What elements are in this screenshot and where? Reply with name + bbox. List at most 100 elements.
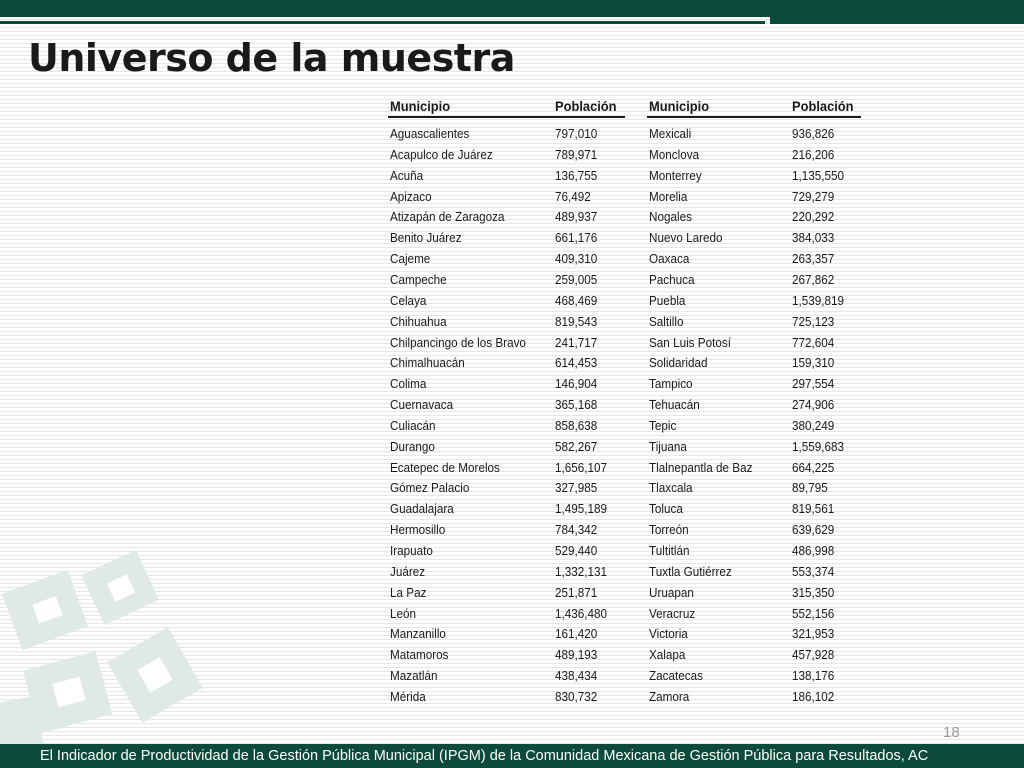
poblacion-cell: 315,350 bbox=[792, 585, 835, 600]
slide-title: Universo de la muestra bbox=[28, 36, 515, 80]
municipio-cell: Irapuato bbox=[390, 543, 433, 558]
poblacion-cell: 380,249 bbox=[792, 418, 835, 433]
poblacion-cell: 216,206 bbox=[792, 147, 835, 162]
municipio-cell: Veracruz bbox=[649, 606, 696, 621]
municipio-cell: Ecatepec de Morelos bbox=[390, 460, 500, 475]
poblacion-cell: 409,310 bbox=[555, 251, 598, 266]
municipio-cell: Saltillo bbox=[649, 314, 684, 329]
municipio-cell: Monclova bbox=[649, 147, 700, 162]
poblacion-cell: 830,732 bbox=[555, 689, 598, 704]
poblacion-cell: 936,826 bbox=[792, 126, 835, 141]
municipio-cell: Tampico bbox=[649, 376, 693, 391]
watermark-logo bbox=[0, 549, 203, 750]
municipio-cell: Guadalajara bbox=[390, 501, 454, 516]
header-municipio-1: Municipio bbox=[390, 98, 451, 114]
municipio-cell: Xalapa bbox=[649, 647, 686, 662]
municipio-cell: Durango bbox=[390, 439, 435, 454]
municipio-cell: León bbox=[390, 606, 417, 621]
municipio-cell: Mazatlán bbox=[390, 668, 438, 683]
poblacion-cell: 220,292 bbox=[792, 209, 835, 224]
poblacion-cell: 297,554 bbox=[792, 376, 835, 391]
municipio-cell: Zacatecas bbox=[649, 668, 703, 683]
poblacion-cell: 259,005 bbox=[555, 272, 598, 287]
poblacion-cell: 552,156 bbox=[792, 606, 835, 621]
poblacion-cell: 76,492 bbox=[555, 189, 591, 204]
poblacion-cell: 438,434 bbox=[555, 668, 598, 683]
poblacion-cell: 1,436,480 bbox=[555, 606, 608, 621]
poblacion-cell: 784,342 bbox=[555, 522, 598, 537]
header-rule-right bbox=[647, 116, 861, 118]
poblacion-cell: 729,279 bbox=[792, 189, 835, 204]
poblacion-cell: 251,871 bbox=[555, 585, 598, 600]
municipio-cell: Nogales bbox=[649, 209, 692, 224]
municipio-cell: Manzanillo bbox=[390, 626, 446, 641]
poblacion-cell: 553,374 bbox=[792, 564, 835, 579]
municipio-cell: Toluca bbox=[649, 501, 683, 516]
municipio-cell: Acapulco de Juárez bbox=[390, 147, 493, 162]
header-municipio-2: Municipio bbox=[649, 98, 710, 114]
municipio-cell: Oaxaca bbox=[649, 251, 690, 266]
municipio-cell: Tuxtla Gutiérrez bbox=[649, 564, 732, 579]
poblacion-cell: 486,998 bbox=[792, 543, 835, 558]
footer-bar: El Indicador de Productividad de la Gest… bbox=[0, 744, 1024, 768]
page-number: 18 bbox=[943, 724, 960, 741]
municipio-cell: Chihuahua bbox=[390, 314, 447, 329]
municipio-cell: Acuña bbox=[390, 168, 424, 183]
top-corner-block bbox=[770, 17, 1024, 24]
municipio-cell: Mexicali bbox=[649, 126, 692, 141]
poblacion-cell: 1,656,107 bbox=[555, 460, 608, 475]
poblacion-cell: 489,193 bbox=[555, 647, 598, 662]
poblacion-cell: 384,033 bbox=[792, 230, 835, 245]
municipio-cell: Matamoros bbox=[390, 647, 449, 662]
poblacion-cell: 1,559,683 bbox=[792, 439, 845, 454]
municipio-cell: Torreón bbox=[649, 522, 689, 537]
municipio-cell: Tijuana bbox=[649, 439, 687, 454]
poblacion-cell: 1,539,819 bbox=[792, 293, 845, 308]
poblacion-cell: 489,937 bbox=[555, 209, 598, 224]
municipio-cell: Culiacán bbox=[390, 418, 436, 433]
header-poblacion-1: Población bbox=[555, 98, 617, 114]
poblacion-cell: 661,176 bbox=[555, 230, 598, 245]
poblacion-cell: 241,717 bbox=[555, 335, 598, 350]
poblacion-cell: 263,357 bbox=[792, 251, 835, 266]
municipio-cell: Chilpancingo de los Bravo bbox=[390, 335, 526, 350]
municipio-cell: Juárez bbox=[390, 564, 426, 579]
poblacion-cell: 159,310 bbox=[792, 355, 835, 370]
municipio-cell: Benito Juárez bbox=[390, 230, 462, 245]
poblacion-cell: 274,906 bbox=[792, 397, 835, 412]
poblacion-cell: 457,928 bbox=[792, 647, 835, 662]
footer-text: El Indicador de Productividad de la Gest… bbox=[40, 748, 929, 764]
municipio-cell: Morelia bbox=[649, 189, 688, 204]
header-poblacion-2: Población bbox=[792, 98, 854, 114]
municipio-cell: Tlalnepantla de Baz bbox=[649, 460, 753, 475]
poblacion-cell: 819,543 bbox=[555, 314, 598, 329]
municipio-cell: Tepic bbox=[649, 418, 677, 433]
poblacion-cell: 858,638 bbox=[555, 418, 598, 433]
poblacion-cell: 89,795 bbox=[792, 480, 828, 495]
poblacion-cell: 365,168 bbox=[555, 397, 598, 412]
poblacion-cell: 797,010 bbox=[555, 126, 598, 141]
municipio-cell: Atizapán de Zaragoza bbox=[390, 209, 505, 224]
poblacion-cell: 582,267 bbox=[555, 439, 598, 454]
poblacion-cell: 327,985 bbox=[555, 480, 598, 495]
poblacion-cell: 789,971 bbox=[555, 147, 598, 162]
municipio-cell: San Luis Potosí bbox=[649, 335, 731, 350]
municipio-cell: Tlaxcala bbox=[649, 480, 693, 495]
municipio-cell: Gómez Palacio bbox=[390, 480, 470, 495]
poblacion-cell: 639,629 bbox=[792, 522, 835, 537]
municipio-cell: La Paz bbox=[390, 585, 427, 600]
poblacion-cell: 136,755 bbox=[555, 168, 598, 183]
poblacion-cell: 138,176 bbox=[792, 668, 835, 683]
municipio-cell: Aguascalientes bbox=[390, 126, 470, 141]
poblacion-cell: 146,904 bbox=[555, 376, 598, 391]
poblacion-cell: 267,862 bbox=[792, 272, 835, 287]
top-bar bbox=[0, 0, 1024, 17]
municipio-cell: Chimalhuacán bbox=[390, 355, 465, 370]
poblacion-cell: 468,469 bbox=[555, 293, 598, 308]
poblacion-cell: 664,225 bbox=[792, 460, 835, 475]
municipio-cell: Puebla bbox=[649, 293, 686, 308]
municipio-cell: Pachuca bbox=[649, 272, 695, 287]
poblacion-cell: 614,453 bbox=[555, 355, 598, 370]
poblacion-cell: 529,440 bbox=[555, 543, 598, 558]
municipio-cell: Celaya bbox=[390, 293, 427, 308]
